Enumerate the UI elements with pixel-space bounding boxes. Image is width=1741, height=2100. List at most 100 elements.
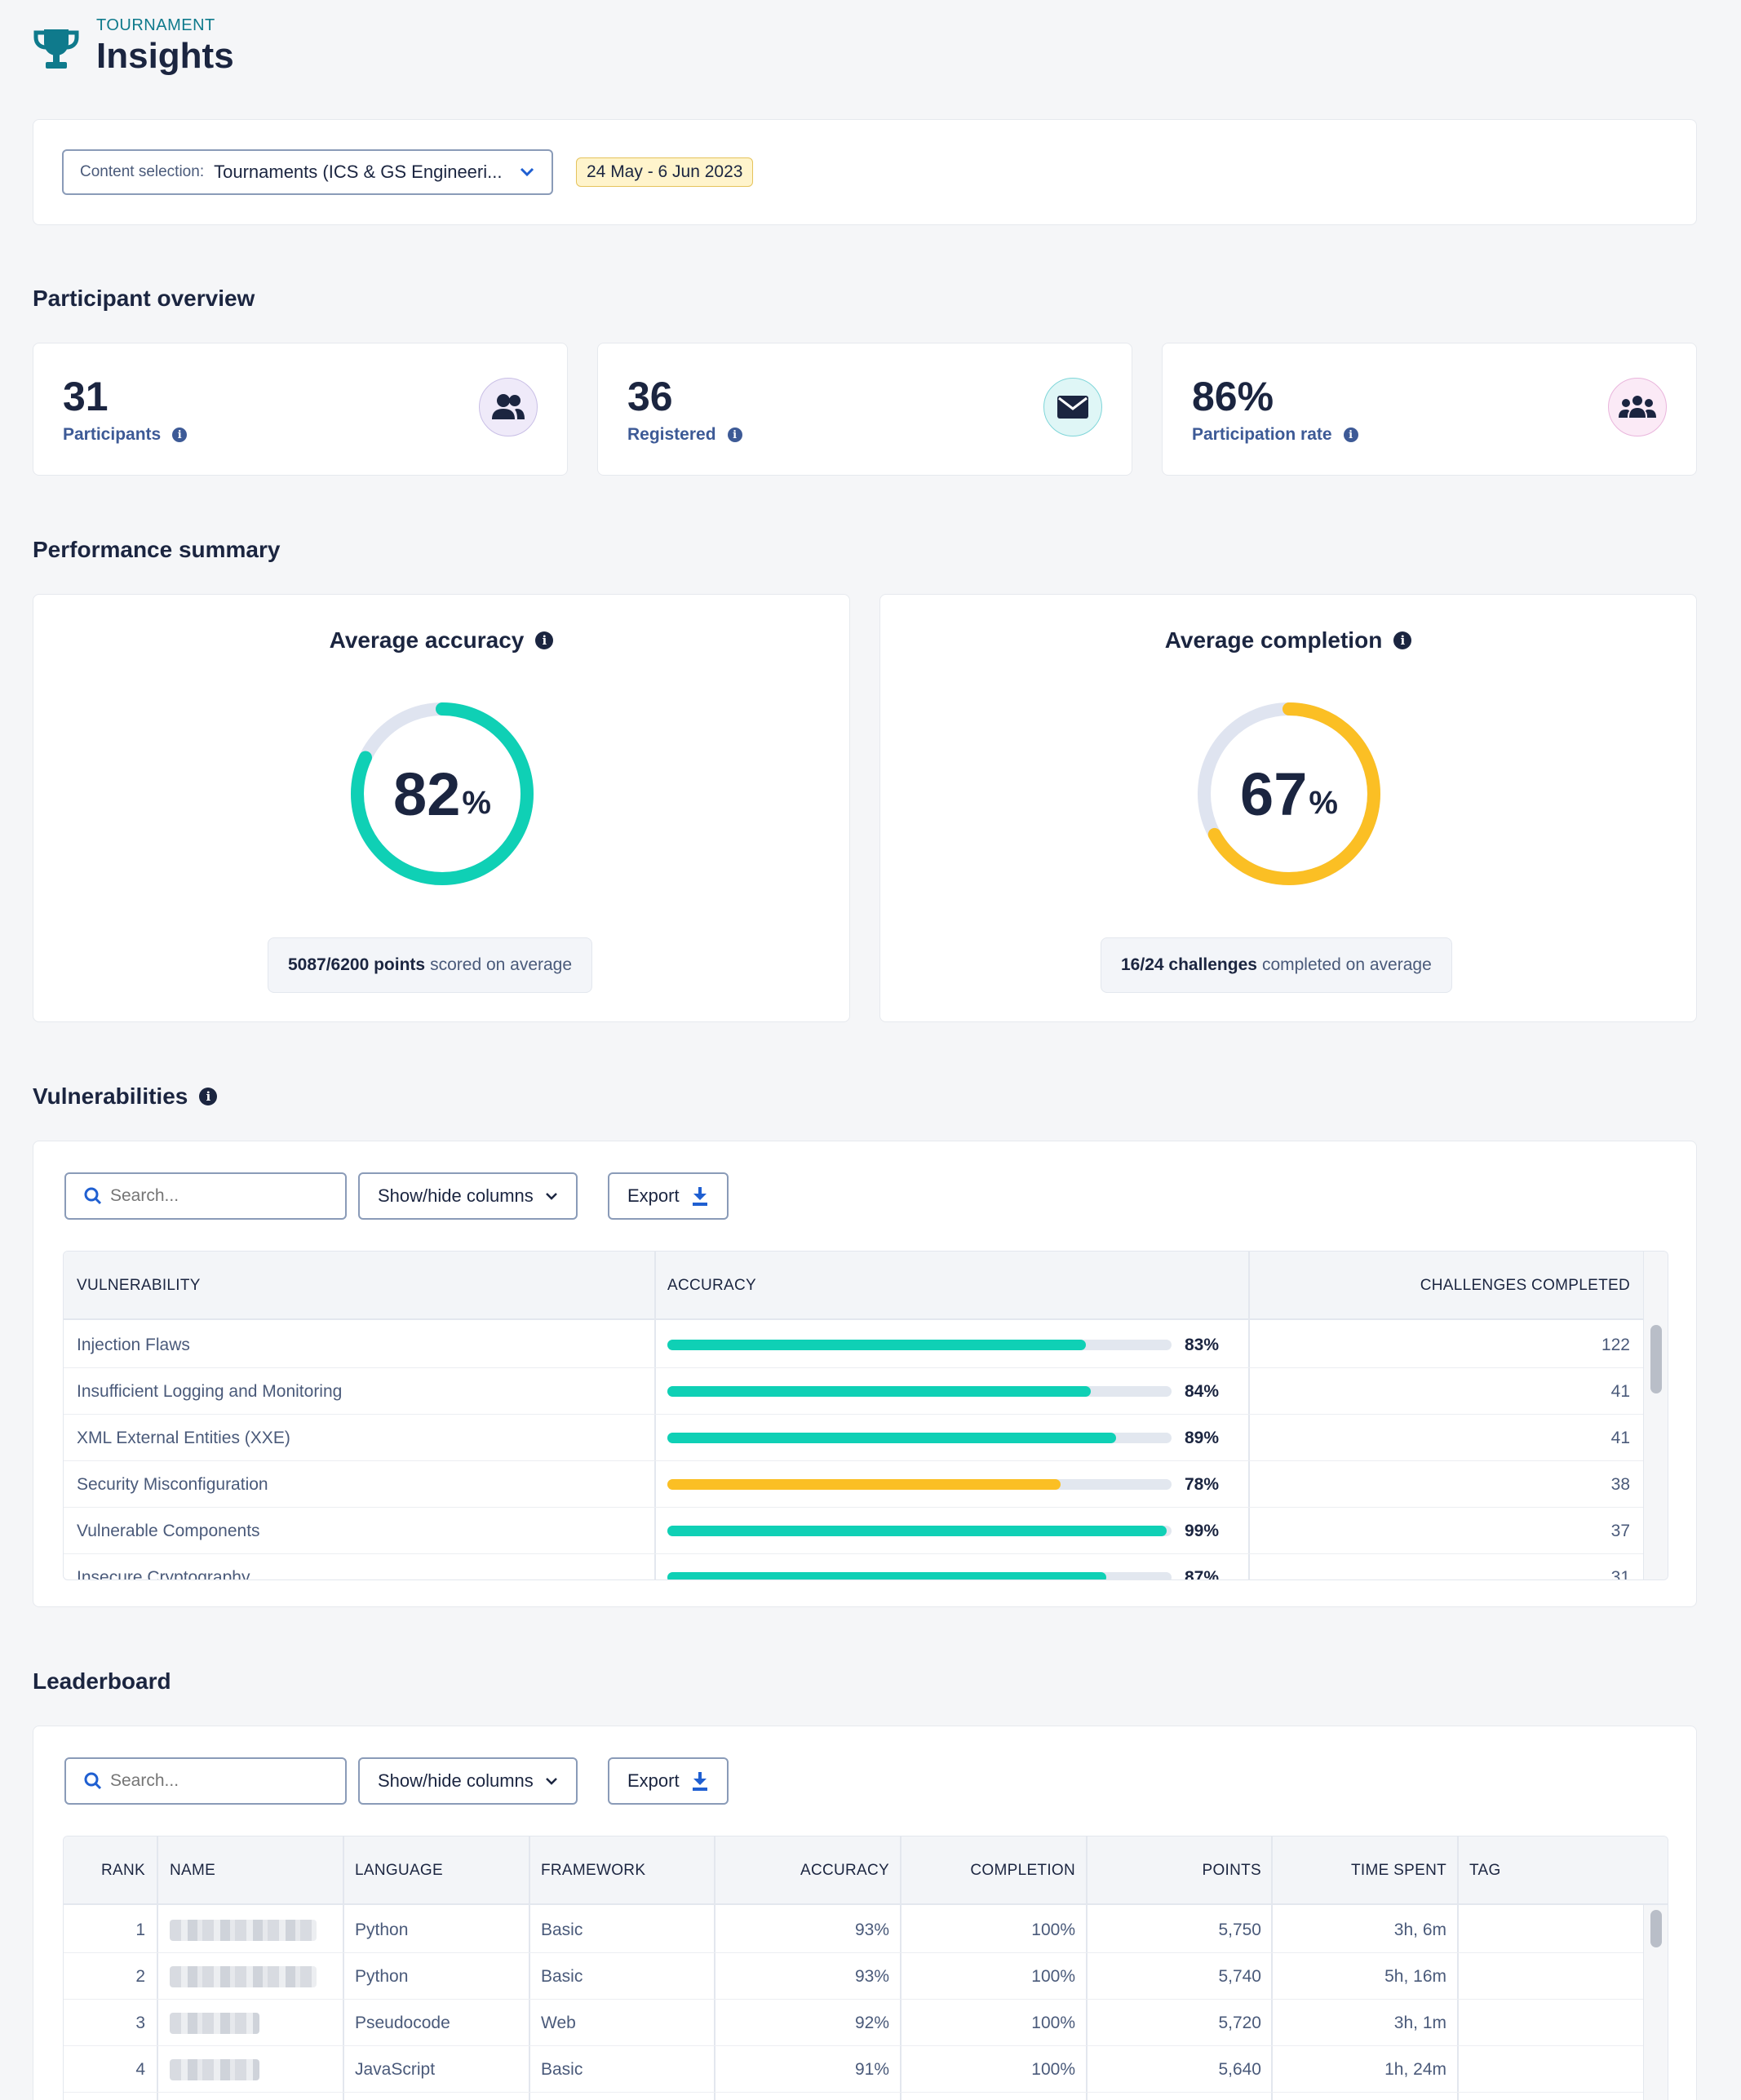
language-cell: Python [355,1920,409,1939]
accuracy-percent: 89% [1185,1428,1220,1447]
completion-unit: % [1309,784,1338,821]
table-row[interactable]: Injection Flaws 83% 122 [64,1322,1668,1368]
leaderboard-card: Show/hide columns Export RANK NAME LANGU… [33,1726,1697,2100]
show-hide-columns-button[interactable]: Show/hide columns [358,1172,578,1220]
envelope-icon [1043,378,1102,436]
challenges-completed: 41 [1610,1428,1630,1447]
column-header-name[interactable]: NAME [170,1862,216,1879]
table-row[interactable]: Insufficient Logging and Monitoring 84% 41 [64,1368,1668,1415]
accuracy-cell: 84% [654,1368,1248,1415]
show-hide-columns-button[interactable]: Show/hide columns [358,1757,578,1805]
redacted-name [170,2013,259,2034]
average-accuracy-card: Average accuracy i 82% 5087/6200 points sc… [33,594,850,1022]
accuracy-percent: 84% [1185,1381,1220,1401]
average-accuracy-title-text: Average accuracy [329,627,525,653]
scrollbar[interactable] [1643,1252,1668,1579]
vulnerabilities-title: Vulnerabilities i [33,1083,218,1110]
accuracy-donut-arc [351,702,534,885]
export-button[interactable]: Export [608,1172,729,1220]
chevron-down-icon [545,1778,557,1785]
table-row[interactable]: 1 Python Basic 93% 100% 5,750 3h, 6m [64,1907,1668,1953]
vulnerabilities-search-input[interactable] [110,1186,314,1206]
column-header-framework[interactable]: FRAMEWORK [541,1862,646,1879]
leaderboard-title: Leaderboard [33,1668,171,1694]
column-header-language[interactable]: LANGUAGE [355,1862,443,1879]
challenges-completed: 37 [1610,1521,1630,1540]
accuracy-bar [667,1386,1092,1397]
vulnerabilities-search[interactable] [64,1172,347,1220]
info-icon[interactable]: i [727,428,742,442]
accuracy-cell: 99% [654,1508,1248,1554]
table-row[interactable]: 3 Pseudocode Web 92% 100% 5,720 3h, 1m [64,2000,1668,2046]
info-icon[interactable]: i [1393,631,1412,649]
redacted-name [170,1966,317,1987]
framework-cell: Web [541,2013,576,2032]
info-icon[interactable]: i [535,631,554,649]
time-cell: 5h, 16m [1384,1966,1446,1986]
table-row[interactable]: Vulnerable Components 99% 37 [64,1508,1668,1554]
column-header-time-spent[interactable]: TIME SPENT [1350,1862,1446,1879]
vulnerability-name: Security Misconfiguration [77,1474,268,1494]
column-header-challenges[interactable]: CHALLENGES COMPLETED [1420,1277,1630,1294]
accuracy-bar-track [667,1340,1172,1350]
rank-cell: 4 [135,2059,145,2079]
export-button[interactable]: Export [608,1757,729,1805]
leaderboard-search-input[interactable] [110,1771,314,1791]
scrollbar-thumb[interactable] [1650,1910,1662,1947]
table-row[interactable]: Insecure Cryptography 87% 31 [64,1554,1668,1580]
column-header-points[interactable]: POINTS [1202,1862,1261,1879]
content-selection-dropdown[interactable]: Content selection: Tournaments (ICS & GS… [62,149,553,195]
completion-value: 67 [1240,760,1308,828]
completion-donut: 67% [1191,696,1387,892]
table-row[interactable]: 4 JavaScript Basic 91% 100% 5,640 1h, 24m [64,2046,1668,2093]
info-icon[interactable]: i [172,428,188,442]
column-header-completion[interactable]: COMPLETION [970,1862,1075,1879]
language-cell: Pseudocode [355,2013,450,2032]
stat-label: Participation rate i [1192,425,1358,445]
challenges-completed: 31 [1610,1567,1630,1580]
challenges-completed: 41 [1610,1381,1630,1401]
info-icon[interactable]: i [1343,428,1358,442]
completion-donut-arc [1198,702,1380,885]
scrollbar-thumb[interactable] [1650,1325,1662,1393]
completion-cell: 100% [1031,2013,1075,2032]
leaderboard-search[interactable] [64,1757,347,1805]
table-row[interactable]: XML External Entities (XXE) 89% 41 [64,1415,1668,1461]
table-row[interactable]: 2 Python Basic 93% 100% 5,740 5h, 16m [64,1953,1668,2000]
page-title: Insights [96,36,234,76]
average-completion-title-text: Average completion [1164,627,1383,653]
vulnerabilities-title-text: Vulnerabilities [33,1083,188,1109]
group-icon [1608,378,1667,436]
accuracy-bar-track [667,1572,1172,1579]
time-cell: 1h, 24m [1384,2059,1446,2079]
vulnerability-name: Insufficient Logging and Monitoring [77,1381,343,1401]
chevron-down-icon [520,167,534,177]
accuracy-donut: 82% [344,696,540,892]
accuracy-cell: 92% [854,2013,889,2032]
search-icon [84,1187,102,1205]
accuracy-bar-track [667,1433,1172,1443]
column-header-tag[interactable]: TAG [1469,1862,1501,1879]
vulnerability-name: Vulnerable Components [77,1521,260,1540]
average-completion-card: Average completion i 67% 16/24 challenges… [879,594,1697,1022]
stat-label-text: Registered [627,425,716,444]
column-header-rank[interactable]: RANK [101,1862,145,1879]
accuracy-cell: 89% [654,1415,1248,1461]
accuracy-cell: 83% [654,1322,1248,1368]
chevron-down-icon [545,1193,557,1200]
column-header-vulnerability[interactable]: VULNERABILITY [77,1277,201,1294]
scrollbar[interactable] [1643,1905,1668,2100]
rank-cell: 3 [135,2013,145,2032]
accuracy-bar-track [667,1526,1172,1536]
table-row[interactable]: Security Misconfiguration 78% 38 [64,1461,1668,1508]
content-selection-label: Content selection: [80,163,205,180]
points-cell: 5,640 [1218,2059,1261,2079]
button-label: Export [627,1770,680,1791]
column-header-accuracy[interactable]: ACCURACY [800,1862,889,1879]
column-header-accuracy[interactable]: ACCURACY [667,1277,757,1294]
rank-cell: 1 [135,1920,145,1939]
points-cell: 5,740 [1218,1966,1261,1986]
info-icon[interactable]: i [199,1088,218,1105]
date-range-badge: 24 May - 6 Jun 2023 [576,157,754,187]
trophy-icon [33,29,79,69]
